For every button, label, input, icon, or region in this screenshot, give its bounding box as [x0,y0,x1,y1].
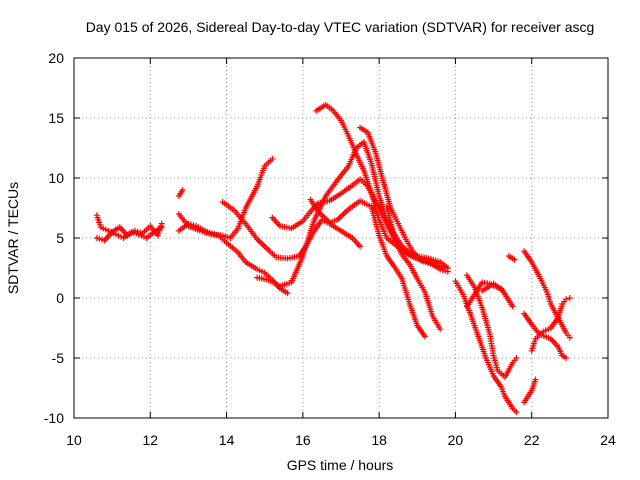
y-tick-label: 15 [48,110,64,126]
data-point [284,290,291,297]
y-tick-label: 0 [56,290,64,306]
y-axis-label: SDTVAR / TECUs [5,182,21,294]
series-s11 [357,124,447,270]
x-tick-label: 24 [600,432,616,448]
x-tick-label: 16 [295,432,311,448]
y-tick-label: 5 [56,230,64,246]
data-point [566,334,573,341]
data-point [509,303,516,310]
data-point [566,295,573,301]
axis-ticks: 10 12 14 16 18 20 22 24 -10 -5 0 5 10 15 20 [44,50,616,448]
x-tick-label: 20 [448,432,464,448]
data-point [563,355,570,361]
data-point [532,376,539,383]
series-s17 [505,253,518,263]
series-s10 [307,196,428,340]
data-point [511,256,518,263]
series-s14 [463,272,520,381]
series-s13 [452,278,520,415]
data-point [421,333,428,340]
data-point [563,296,570,303]
data-point [158,220,165,227]
y-tick-label: -10 [44,410,64,426]
data-point [444,268,451,275]
series-s2 [93,220,165,244]
data-point [179,187,186,193]
series-s12 [383,203,444,333]
data-point [357,243,364,250]
y-tick-label: -5 [52,350,65,366]
data-point [498,286,505,293]
data-marks [93,101,573,415]
data-point [437,326,444,333]
chart-title: Day 015 of 2026, Sidereal Day-to-day VTE… [86,19,595,35]
x-tick-label: 14 [219,432,235,448]
series-s16 [479,280,505,294]
x-axis-label: GPS time / hours [287,457,394,473]
data-point [440,263,447,270]
series-s3 [175,187,186,199]
series-s8 [254,139,451,289]
x-tick-label: 18 [371,432,387,448]
x-tick-label: 22 [524,432,540,448]
data-point [513,409,520,415]
y-tick-label: 10 [48,170,64,186]
series-s5 [175,155,276,241]
x-tick-label: 10 [66,432,82,448]
series-s19 [521,248,573,341]
series-s21 [528,295,573,354]
y-tick-label: 20 [48,50,64,66]
data-point [513,355,520,361]
x-tick-label: 12 [142,432,158,448]
series-s20 [521,310,570,361]
data-point [269,155,276,162]
series-s18 [521,376,539,406]
grid [74,58,608,418]
